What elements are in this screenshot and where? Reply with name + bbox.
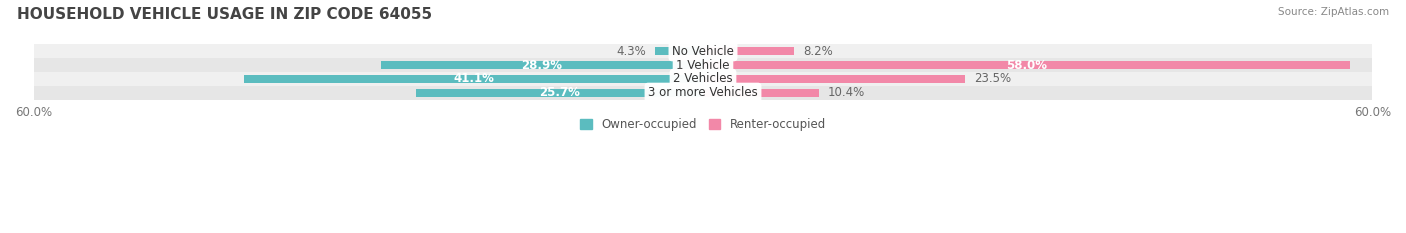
Bar [703,48,794,55]
Text: 58.0%: 58.0% [1007,58,1047,72]
Bar [34,58,1372,72]
Text: 3 or more Vehicles: 3 or more Vehicles [648,86,758,99]
Text: 1 Vehicle: 1 Vehicle [676,58,730,72]
Bar [245,75,703,83]
Bar [34,86,1372,100]
Bar [381,61,703,69]
Text: 2 Vehicles: 2 Vehicles [673,72,733,86]
Bar [703,89,820,96]
Text: 23.5%: 23.5% [974,72,1011,86]
Bar [416,89,703,96]
Bar [703,75,965,83]
Bar [655,48,703,55]
Bar [34,72,1372,86]
Text: HOUSEHOLD VEHICLE USAGE IN ZIP CODE 64055: HOUSEHOLD VEHICLE USAGE IN ZIP CODE 6405… [17,7,432,22]
Legend: Owner-occupied, Renter-occupied: Owner-occupied, Renter-occupied [579,118,827,131]
Text: 8.2%: 8.2% [803,45,834,58]
Bar [34,44,1372,58]
Text: No Vehicle: No Vehicle [672,45,734,58]
Text: 25.7%: 25.7% [538,86,581,99]
Text: Source: ZipAtlas.com: Source: ZipAtlas.com [1278,7,1389,17]
Text: 28.9%: 28.9% [522,58,562,72]
Text: 10.4%: 10.4% [828,86,865,99]
Text: 4.3%: 4.3% [616,45,647,58]
Bar [703,61,1350,69]
Text: 41.1%: 41.1% [453,72,494,86]
